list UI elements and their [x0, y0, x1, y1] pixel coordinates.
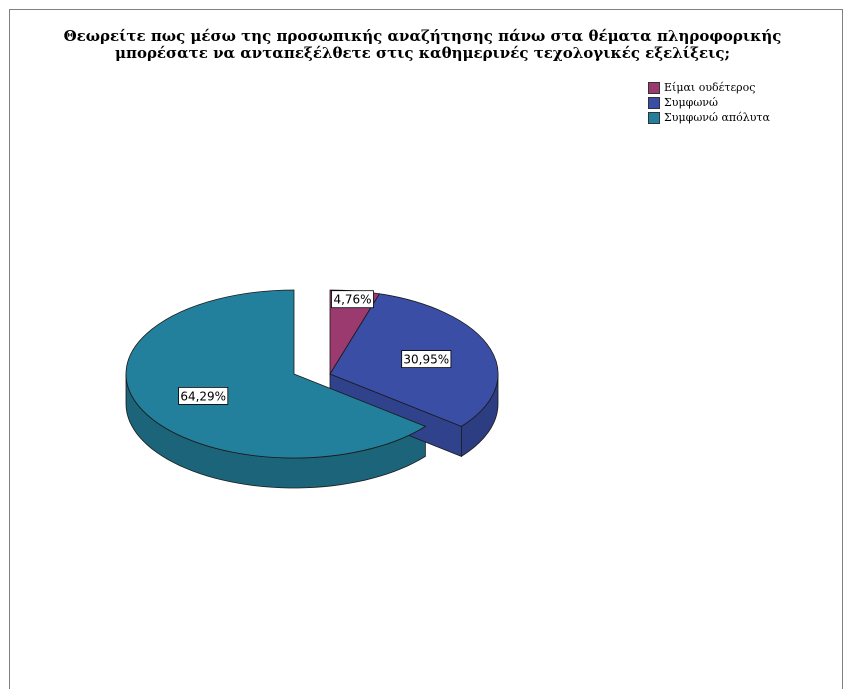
legend-item-agree: Συμφωνώ: [648, 95, 770, 110]
slice-strongly-agree: [125, 289, 427, 459]
chart-title: Θεωρείτε πως μέσω της προσωπικής αναζήτη…: [0, 28, 845, 62]
data-label-neutral: 4,76%: [333, 293, 371, 307]
chart-title-line-1: Θεωρείτε πως μέσω της προσωπικής αναζήτη…: [63, 27, 782, 45]
legend-item-neutral: Είμαι ουδέτερος: [648, 80, 770, 95]
legend-swatch: [648, 81, 660, 94]
legend-swatch: [648, 96, 660, 109]
data-label-agree: 30,95%: [403, 353, 449, 367]
chart-legend: Είμαι ουδέτερος Συμφωνώ Συμφωνώ απόλυτα: [648, 80, 770, 125]
data-label-strongly-agree: 64,29%: [180, 389, 226, 403]
legend-label: Είμαι ουδέτερος: [664, 81, 756, 94]
legend-swatch: [648, 111, 660, 124]
legend-item-strongly-agree: Συμφωνώ απόλυτα: [648, 110, 770, 125]
legend-label: Συμφωνώ: [664, 96, 718, 109]
legend-label: Συμφωνώ απόλυτα: [664, 111, 770, 124]
data-label-strongly-agree-box: [178, 386, 229, 405]
chart-title-line-2: μπορέσατε να ανταπεξέλθετε στις καθημερι…: [114, 44, 730, 62]
data-label-neutral-box: [331, 290, 374, 309]
data-label-agree-box: [401, 350, 452, 369]
